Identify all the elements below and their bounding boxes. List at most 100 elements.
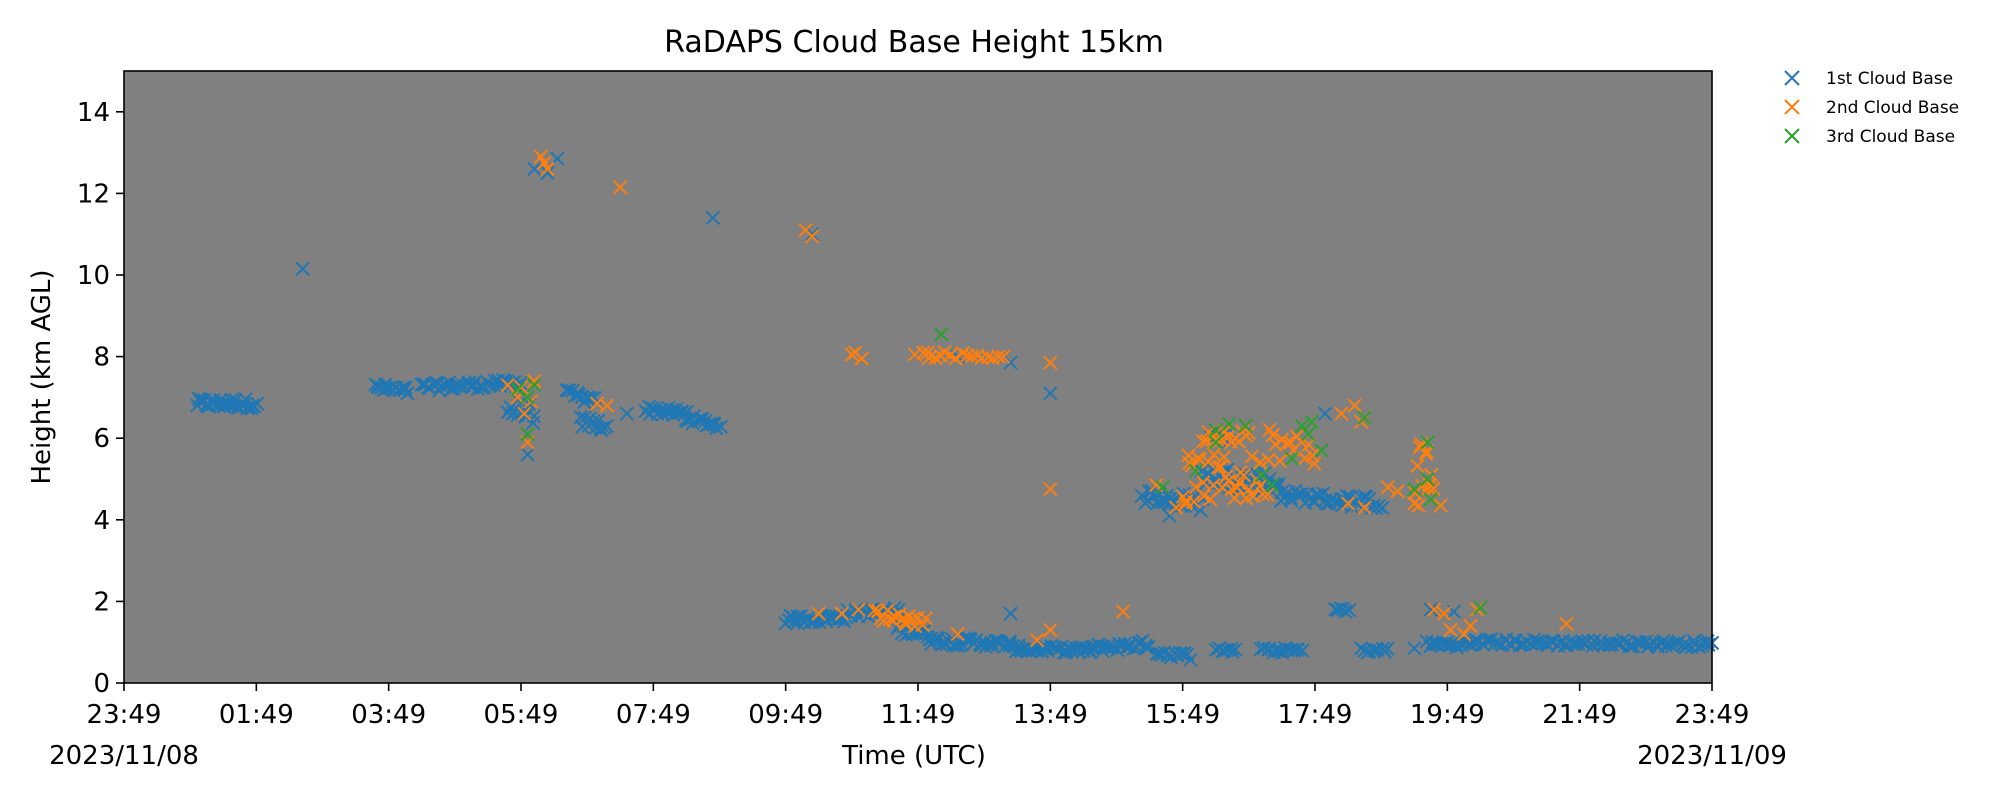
1st-cloud-base-point [804,226,820,242]
legend-item-3rd-cloud-base: 3rd Cloud Base [1784,127,1955,147]
3rd-cloud-base-point [1473,600,1488,615]
2nd-cloud-base-point [1301,437,1316,452]
3rd-cloud-base-point [527,377,542,393]
1st-cloud-base-point [1338,604,1353,619]
1st-cloud-base-point [1294,486,1310,502]
1st-cloud-base-point [924,631,939,646]
legend-marker [1784,128,1800,144]
1st-cloud-base-point [1544,634,1559,649]
x-tick-label: 17:49 [1278,700,1353,730]
chart-title: RaDAPS Cloud Base Height 15km [664,25,1164,60]
3rd-cloud-base-point [1284,451,1300,466]
2nd-cloud-base-point [1265,427,1281,443]
x-tick-label: 01:49 [219,700,294,730]
2nd-cloud-base-point [1029,632,1045,648]
1st-cloud-base-point [1290,642,1306,657]
1st-cloud-base-point [434,378,449,394]
3rd-cloud-base-point [1155,479,1171,495]
1st-cloud-base-point [1003,355,1018,370]
2nd-cloud-base-point [1407,496,1422,511]
2nd-cloud-base-point [1559,616,1574,632]
2nd-cloud-base-point [1168,500,1184,515]
2nd-cloud-base-point [871,604,886,619]
x-axis-label: Time (UTC) [841,741,986,771]
1st-cloud-base-point [988,633,1003,648]
3rd-cloud-base-point [520,390,535,405]
y-tick-label: 12 [77,179,110,209]
2nd-cloud-base-point [1419,446,1434,462]
1st-cloud-base-point [1134,488,1149,503]
1st-cloud-base-point [599,418,615,434]
2nd-cloud-base-point [1340,496,1356,511]
1st-cloud-base-point [1341,603,1357,618]
2nd-cloud-base-point [1211,460,1226,475]
3rd-cloud-base-point [1301,426,1316,442]
2nd-cloud-base-point [1115,604,1131,619]
2nd-cloud-base-point [1357,500,1372,515]
2nd-cloud-base-point [1216,449,1232,465]
2nd-cloud-base-point [1390,484,1405,499]
1st-cloud-base-point [241,399,256,415]
2nd-cloud-base-point [1443,622,1458,638]
2nd-cloud-base-point [613,180,628,195]
2nd-cloud-base-point [950,626,965,642]
x-tick-label: 19:49 [1410,700,1485,730]
2nd-cloud-base-point [1307,456,1322,471]
2nd-cloud-base-point [1230,480,1245,495]
2nd-cloud-base-point [517,406,532,421]
x-tick-label: 09:49 [748,700,823,730]
y-tick-label: 0 [93,669,110,699]
1st-cloud-base-point [1426,637,1442,652]
2nd-cloud-base-point [1241,425,1256,440]
1st-cloud-base-point [1162,508,1177,523]
2nd-cloud-base-point [1380,479,1395,495]
2nd-cloud-base-point [1272,453,1288,469]
1st-cloud-base-point [1283,490,1298,506]
3rd-cloud-base-point [520,426,535,442]
2nd-cloud-base-point [995,349,1011,364]
3rd-cloud-base-point [1420,435,1435,450]
1st-cloud-base-point [1317,406,1333,421]
1st-cloud-base-point [1423,602,1438,617]
1st-cloud-base-point [1043,386,1058,401]
1st-cloud-base-point [1141,640,1156,655]
x-tick-label: 23:49 [1675,700,1750,730]
2nd-cloud-base-point [1043,481,1058,497]
1st-cloud-base-point [526,408,542,424]
2nd-cloud-base-point [1463,618,1478,634]
1st-cloud-base-point [295,261,310,277]
2nd-cloud-base-point [1244,449,1260,464]
1st-cloud-base-point [1295,643,1310,658]
2nd-cloud-base-point [1227,490,1242,506]
2nd-cloud-base-point [1043,622,1058,638]
2nd-cloud-base-point [1261,452,1276,468]
2nd-cloud-base-point [1436,606,1452,621]
2nd-cloud-base-point [1192,452,1208,467]
1st-cloud-base-point [1380,641,1395,656]
2nd-cloud-base-point [887,609,902,624]
2nd-cloud-base-point [1253,455,1268,470]
1st-cloud-base-point [1361,491,1377,507]
1st-cloud-base-point [619,406,635,421]
legend-label: 3rd Cloud Base [1826,127,1955,147]
x-tick-label: 23:49 [87,700,162,730]
2nd-cloud-base-point [1196,475,1211,490]
1st-cloud-base-point [540,165,555,181]
1st-cloud-base-point [1701,637,1716,652]
y-tick-label: 8 [93,343,110,373]
2nd-cloud-base-point [918,611,933,626]
1st-cloud-base-point [527,161,542,177]
2nd-cloud-base-point [1206,477,1221,493]
3rd-cloud-base-point [1357,410,1372,426]
2nd-cloud-base-point [1201,454,1216,470]
y-axis-label: Height (km AGL) [27,269,57,484]
1st-cloud-base-point [1183,652,1198,667]
x-tick-label: 07:49 [616,700,691,730]
1st-cloud-base-point [1223,641,1239,657]
2nd-cloud-base-point [1260,487,1275,502]
1st-cloud-base-point [1003,606,1018,621]
2nd-cloud-base-point [1347,398,1362,413]
2nd-cloud-base-point [955,345,971,361]
1st-cloud-base-point [706,416,722,431]
